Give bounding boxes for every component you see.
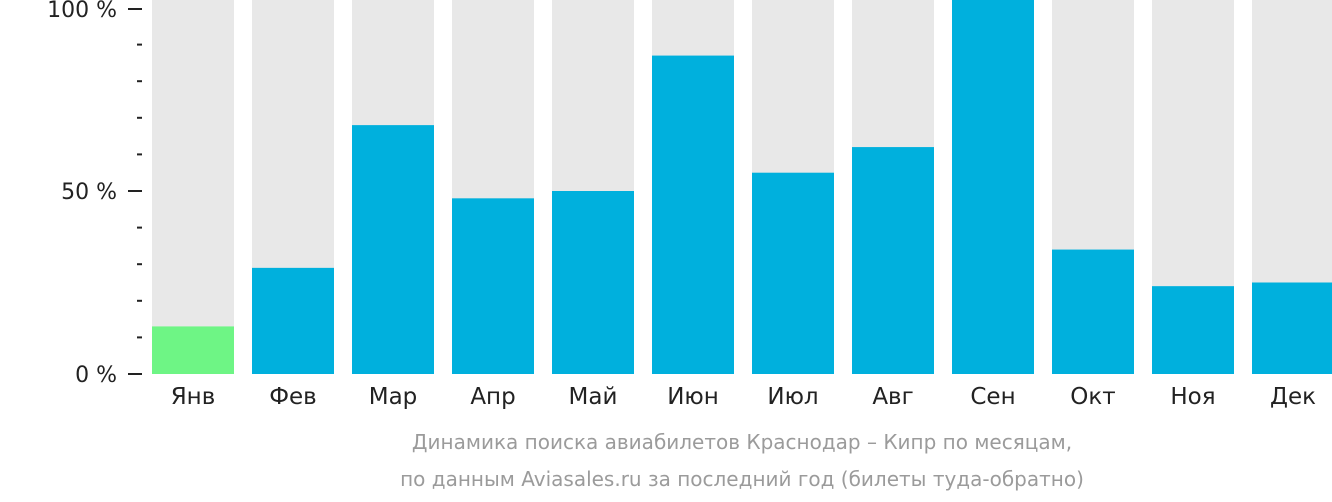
x-tick-label-9: Окт xyxy=(1070,384,1115,410)
x-tick-label-2: Мар xyxy=(369,384,418,410)
bar-10 xyxy=(1152,286,1234,374)
x-tick-label-3: Апр xyxy=(470,384,515,410)
x-tick-label-6: Июл xyxy=(767,384,818,410)
bar-2 xyxy=(352,125,434,375)
y-tick-label-0: 0 % xyxy=(75,363,117,388)
bar-track-0 xyxy=(152,0,234,374)
chart-caption-line-2: по данным Aviasales.ru за последний год … xyxy=(400,467,1084,491)
x-tick-label-10: Ноя xyxy=(1170,384,1215,410)
x-tick-label-4: Май xyxy=(569,384,618,410)
x-tick-label-1: Фев xyxy=(269,384,317,410)
y-axis: 0 % 50 % 100 % xyxy=(47,0,142,388)
bar-3 xyxy=(452,198,534,374)
bar-chart: 0 % 50 % 100 % Янв Фев Мар Апр Май Июн Июл Авг Сен… xyxy=(47,0,1332,410)
bar-9 xyxy=(1052,249,1134,374)
y-tick-label-1: 50 % xyxy=(61,180,117,205)
bar-4 xyxy=(552,191,634,374)
y-tick-label-2: 100 % xyxy=(47,0,117,23)
bars xyxy=(152,0,1332,375)
bar-6 xyxy=(752,172,834,374)
chart-caption-line-1: Динамика поиска авиабилетов Краснодар – … xyxy=(411,430,1073,454)
x-axis-labels: Янв Фев Мар Апр Май Июн Июл Авг Сен Окт Ноя Дек xyxy=(171,384,1316,410)
bar-8 xyxy=(952,0,1034,374)
x-tick-label-7: Авг xyxy=(872,384,913,410)
bar-5 xyxy=(652,55,734,375)
bar-7 xyxy=(852,147,934,374)
bar-1 xyxy=(252,267,334,374)
bar-0 xyxy=(152,326,234,374)
bar-11 xyxy=(1252,282,1332,374)
x-tick-label-5: Июн xyxy=(667,384,719,410)
x-tick-label-8: Сен xyxy=(970,384,1015,410)
x-tick-label-11: Дек xyxy=(1270,384,1316,410)
x-tick-label-0: Янв xyxy=(171,384,216,410)
